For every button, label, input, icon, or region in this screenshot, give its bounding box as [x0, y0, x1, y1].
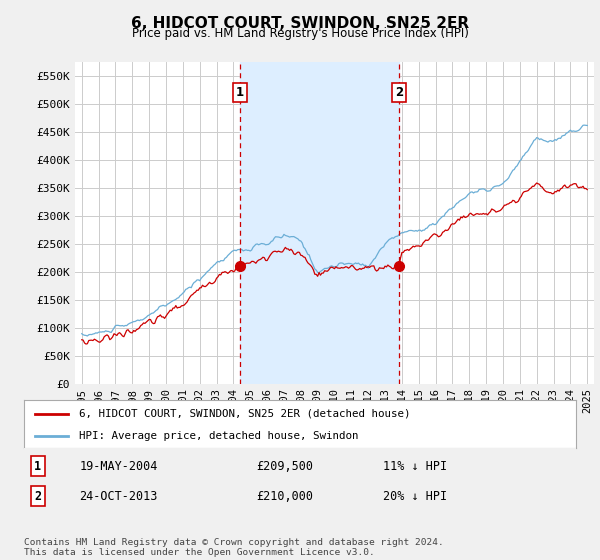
Text: HPI: Average price, detached house, Swindon: HPI: Average price, detached house, Swin…: [79, 431, 359, 441]
Text: 11% ↓ HPI: 11% ↓ HPI: [383, 460, 447, 473]
Text: 24-OCT-2013: 24-OCT-2013: [79, 490, 158, 503]
Text: 2: 2: [34, 490, 41, 503]
Text: 6, HIDCOT COURT, SWINDON, SN25 2ER: 6, HIDCOT COURT, SWINDON, SN25 2ER: [131, 16, 469, 31]
Text: Price paid vs. HM Land Registry's House Price Index (HPI): Price paid vs. HM Land Registry's House …: [131, 27, 469, 40]
Text: 1: 1: [236, 86, 244, 99]
Text: 2: 2: [395, 86, 403, 99]
Text: 20% ↓ HPI: 20% ↓ HPI: [383, 490, 447, 503]
Text: 19-MAY-2004: 19-MAY-2004: [79, 460, 158, 473]
Text: Contains HM Land Registry data © Crown copyright and database right 2024.
This d: Contains HM Land Registry data © Crown c…: [24, 538, 444, 557]
Text: 6, HIDCOT COURT, SWINDON, SN25 2ER (detached house): 6, HIDCOT COURT, SWINDON, SN25 2ER (deta…: [79, 409, 410, 419]
Bar: [240, 62, 399, 384]
Text: £209,500: £209,500: [256, 460, 313, 473]
Text: 1: 1: [34, 460, 41, 473]
Text: £210,000: £210,000: [256, 490, 313, 503]
